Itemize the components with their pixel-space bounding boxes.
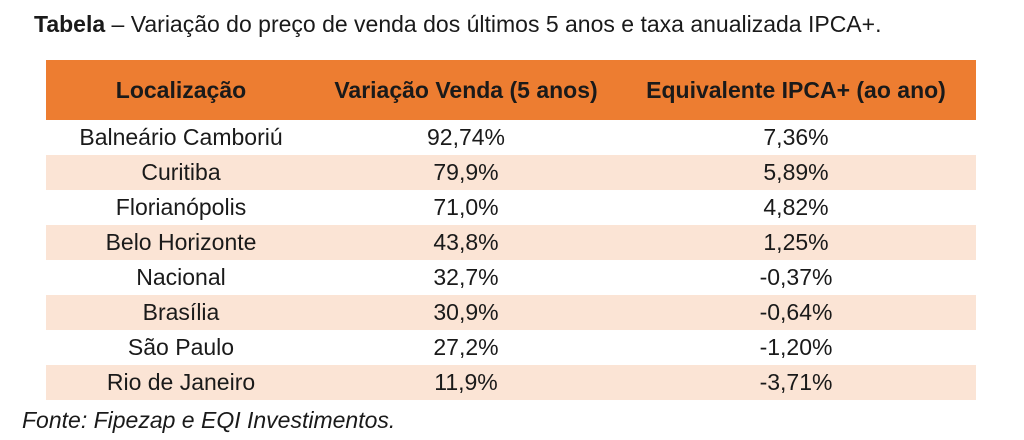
cell-sale-variation: 43,8% — [433, 229, 499, 255]
table-row: Belo Horizonte 43,8% 1,25% — [46, 225, 976, 260]
cell-location: Balneário Camboriú — [79, 124, 283, 150]
cell-location: Florianópolis — [115, 194, 247, 220]
cell-location: Belo Horizonte — [105, 229, 257, 255]
table-row: Florianópolis 71,0% 4,82% — [46, 190, 976, 225]
cell-ipca-equivalent: -1,20% — [759, 334, 833, 360]
caption-text: – Variação do preço de venda dos últimos… — [105, 11, 882, 37]
cell-ipca-equivalent: 4,82% — [763, 194, 829, 220]
header-ipca-equivalent: Equivalente IPCA+ (ao ano) — [646, 76, 946, 103]
header-location: Localização — [115, 76, 247, 103]
table-row: Nacional 32,7% -0,37% — [46, 260, 976, 295]
table-row: Rio de Janeiro 11,9% -3,71% — [46, 365, 976, 400]
cell-sale-variation: 27,2% — [433, 334, 499, 360]
cell-sale-variation: 32,7% — [433, 264, 499, 290]
cell-location: Rio de Janeiro — [106, 369, 256, 395]
cell-location: Brasília — [142, 299, 220, 325]
cell-sale-variation: 30,9% — [433, 299, 499, 325]
cell-sale-variation: 79,9% — [433, 159, 499, 185]
table-row: Curitiba 79,9% 5,89% — [46, 155, 976, 190]
cell-ipca-equivalent: 1,25% — [763, 229, 829, 255]
cell-location: São Paulo — [127, 334, 235, 360]
price-variation-table: Localização Variação Venda (5 anos) Equi… — [46, 60, 976, 400]
table-row: São Paulo 27,2% -1,20% — [46, 330, 976, 365]
source-note: Fonte: Fipezap e EQI Investimentos. — [22, 407, 396, 433]
cell-ipca-equivalent: -0,64% — [759, 299, 833, 325]
cell-ipca-equivalent: 5,89% — [763, 159, 829, 185]
cell-ipca-equivalent: -3,71% — [759, 369, 833, 395]
cell-location: Curitiba — [141, 159, 221, 185]
cell-location: Nacional — [136, 264, 226, 290]
table-row: Balneário Camboriú 92,74% 7,36% — [46, 120, 976, 155]
header-sale-variation: Variação Venda (5 anos) — [334, 76, 598, 103]
cell-sale-variation: 11,9% — [434, 369, 498, 395]
table-caption: Tabela – Variação do preço de venda dos … — [34, 10, 881, 38]
cell-ipca-equivalent: -0,37% — [759, 264, 833, 290]
cell-ipca-equivalent: 7,36% — [763, 124, 829, 150]
table-header-row: Localização Variação Venda (5 anos) Equi… — [46, 60, 976, 120]
cell-sale-variation: 71,0% — [433, 194, 499, 220]
table-row: Brasília 30,9% -0,64% — [46, 295, 976, 330]
caption-label: Tabela — [34, 11, 106, 37]
cell-sale-variation: 92,74% — [426, 124, 505, 150]
